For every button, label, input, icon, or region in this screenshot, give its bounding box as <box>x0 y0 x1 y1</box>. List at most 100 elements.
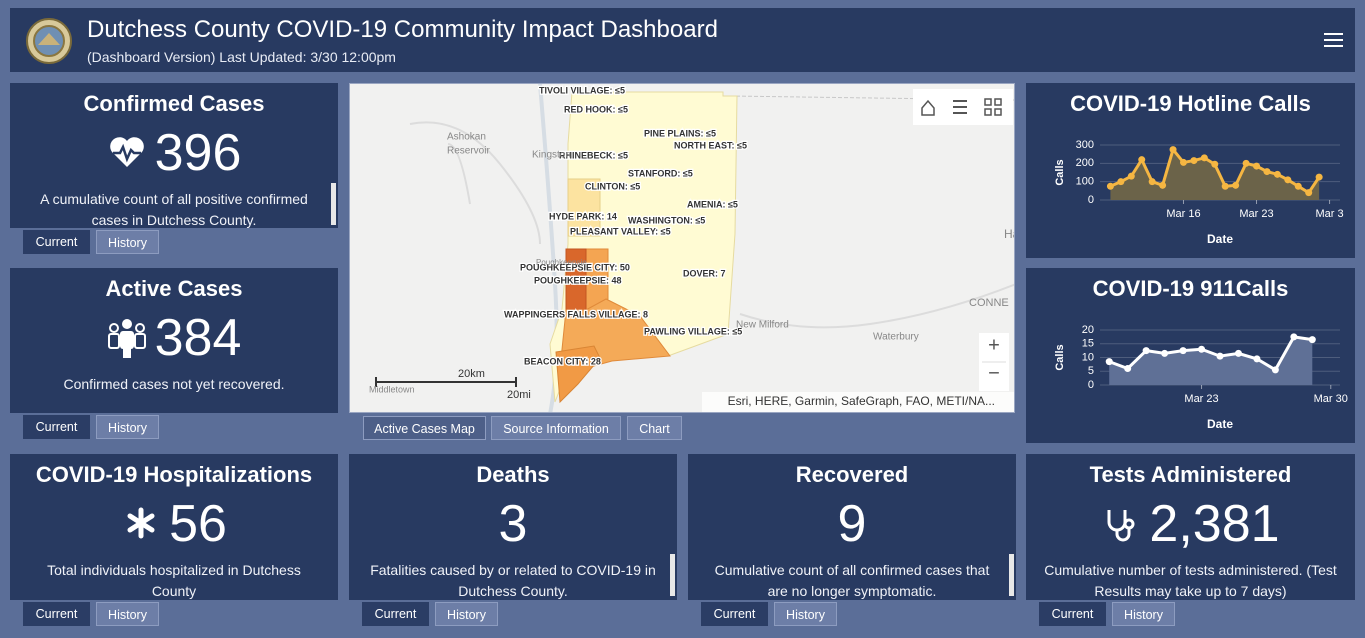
icon-part <box>127 507 155 539</box>
tab-button[interactable]: Current <box>23 602 90 626</box>
card-icon <box>107 319 146 358</box>
point <box>1105 358 1113 366</box>
place-label: Waterbury <box>873 332 919 343</box>
card-value-row: 3 <box>349 494 677 554</box>
tab-button[interactable]: History <box>435 602 498 626</box>
card-description: A cumulative count of all positive confi… <box>40 191 308 228</box>
icon-part <box>953 106 967 108</box>
home-button[interactable] <box>921 99 935 116</box>
map-label: POUGHKEEPSIE: 48 <box>534 275 622 285</box>
legend-button[interactable] <box>953 100 967 114</box>
card-title: Deaths <box>476 462 550 487</box>
road <box>739 283 1014 329</box>
menu-button[interactable] <box>1323 30 1345 50</box>
icon-part <box>108 323 119 333</box>
point <box>1124 365 1132 372</box>
card-icon <box>127 507 155 539</box>
map-tab[interactable]: Chart <box>627 416 682 440</box>
icon-part <box>994 108 1002 116</box>
zoom-button[interactable]: − <box>988 362 1000 384</box>
basemap-button[interactable] <box>984 98 1002 116</box>
icon-part <box>953 112 967 114</box>
card-description: Cumulative count of all confirmed cases … <box>714 562 990 599</box>
x-tick-label: Mar 23 <box>1239 208 1273 220</box>
tab-button[interactable]: History <box>96 415 159 439</box>
map-label: PINE PLAINS: ≤5 <box>644 128 716 138</box>
tab-button[interactable]: Current <box>23 230 90 254</box>
x-tick-label: Mar 16 <box>1166 208 1200 220</box>
zoom-button[interactable]: + <box>988 334 1000 356</box>
tab-button[interactable]: History <box>96 602 159 626</box>
chart-title: COVID-19 Hotline Calls <box>1070 91 1311 116</box>
point <box>1211 160 1219 168</box>
card-value-row: 384 <box>10 308 338 368</box>
map-tab[interactable]: Source Information <box>491 416 621 440</box>
x-tick-label: Mar 3 <box>1316 208 1344 220</box>
y-axis-label: Calls <box>1054 159 1066 185</box>
card-title: Recovered <box>795 462 909 487</box>
tab-button[interactable]: Current <box>1039 602 1106 626</box>
map-label: TIVOLI VILLAGE: ≤5 <box>539 85 625 95</box>
tab-button[interactable]: History <box>774 602 837 626</box>
attribution: Esri, HERE, Garmin, SafeGraph, FAO, METI… <box>728 394 995 408</box>
tab-button[interactable]: Current <box>701 602 768 626</box>
point <box>1315 173 1323 181</box>
point <box>1253 355 1261 363</box>
map-canvas[interactable]: TIVOLI VILLAGE: ≤5 RED HOOK: ≤5 PINE PLAIN… <box>350 84 1015 413</box>
line <box>1108 335 1313 372</box>
map-label: BEACON CITY: 28 <box>524 356 601 366</box>
tab-button[interactable]: History <box>96 230 159 254</box>
map-label: RED HOOK: ≤5 <box>564 104 628 114</box>
point <box>1117 178 1125 186</box>
icon-part <box>984 98 992 106</box>
point <box>1305 189 1313 197</box>
place-label: CONNE <box>969 297 1009 309</box>
scale-label: 20km <box>458 368 485 380</box>
point <box>1190 157 1198 165</box>
card-value: 384 <box>154 309 242 367</box>
card-description: Total individuals hospitalized in Dutche… <box>47 562 301 599</box>
icon-part <box>122 346 131 358</box>
chart-title: COVID-19 911Calls <box>1092 276 1289 301</box>
card-value-row: 56 <box>10 494 338 554</box>
tab-button[interactable]: Current <box>362 602 429 626</box>
icon-part <box>994 98 1002 106</box>
point <box>1179 158 1187 166</box>
y-tick-label: 15 <box>1082 338 1094 350</box>
card-value: 396 <box>154 124 242 182</box>
y-tick-label: 300 <box>1076 139 1094 151</box>
y-tick-label: 10 <box>1082 351 1094 363</box>
card: Tests Administered 2,381 Cumulative number… <box>1026 454 1355 600</box>
point <box>1234 349 1242 357</box>
map[interactable]: TIVOLI VILLAGE: ≤5 RED HOOK: ≤5 PINE PLAIN… <box>349 83 1015 413</box>
card-value-row: 396 <box>10 123 338 183</box>
card-value-row: 9 <box>688 494 1016 554</box>
card-value: 9 <box>837 495 867 553</box>
card-title: COVID-19 Hospitalizations <box>35 462 313 487</box>
point <box>1242 159 1250 167</box>
point <box>1271 366 1279 374</box>
point <box>1169 146 1177 154</box>
chart: 0 100 200 300 Mar 16 Mar 23 Mar 3 Calls Date <box>1054 139 1344 246</box>
card-title: Confirmed Cases <box>83 91 265 116</box>
card-icon <box>109 137 144 167</box>
card: Active Cases 384 Confirmed cases not yet r… <box>10 268 338 413</box>
scale-label: 20mi <box>507 389 531 401</box>
menu-bar <box>1324 33 1343 35</box>
tab-button[interactable]: Current <box>23 415 90 439</box>
card: COVID-19 Hospitalizations 56 Total individ… <box>10 454 338 600</box>
point <box>1148 178 1156 186</box>
card-description: Fatalities caused by or related to COVID… <box>370 562 656 599</box>
map-tab[interactable]: Active Cases Map <box>363 416 486 440</box>
attribution-bar <box>702 392 1014 412</box>
scrollbar-thumb <box>331 183 336 225</box>
point <box>1198 345 1206 353</box>
tab-button[interactable]: History <box>1112 602 1175 626</box>
card: Recovered 9 Cumulative count of all confir… <box>688 454 1016 600</box>
header: Dutchess County COVID-19 Community Impac… <box>10 8 1355 72</box>
point <box>1200 154 1208 162</box>
map-label: AMENIA: ≤5 <box>687 199 738 209</box>
icon-part <box>127 513 155 533</box>
map-label: POUGHKEEPSIE CITY: 50 <box>520 262 630 272</box>
